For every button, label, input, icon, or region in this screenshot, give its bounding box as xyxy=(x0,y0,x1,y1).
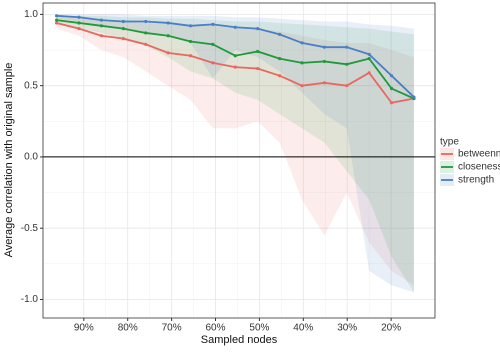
point xyxy=(77,21,81,25)
x-tick-label: 70% xyxy=(162,323,182,334)
legend-title: type xyxy=(440,137,459,148)
point xyxy=(345,62,349,66)
point xyxy=(389,74,394,78)
point xyxy=(144,31,148,35)
point xyxy=(55,21,59,25)
x-tick-label: 50% xyxy=(249,323,269,334)
point xyxy=(300,41,304,45)
point xyxy=(300,84,304,88)
point xyxy=(144,19,148,24)
point xyxy=(233,65,237,69)
y-tick-label: -0.5 xyxy=(21,223,39,234)
point xyxy=(188,24,193,28)
point xyxy=(55,18,59,22)
x-tick-label: 80% xyxy=(118,323,138,334)
point xyxy=(99,34,103,38)
point xyxy=(55,14,59,18)
point xyxy=(367,56,371,61)
x-axis-title: Sampled nodes xyxy=(201,334,278,346)
point xyxy=(211,22,215,26)
point xyxy=(121,27,125,31)
point xyxy=(256,49,260,54)
point xyxy=(322,59,326,64)
x-tick-label: 30% xyxy=(337,323,357,334)
point xyxy=(211,42,215,46)
point xyxy=(188,54,193,58)
point xyxy=(256,66,260,71)
point xyxy=(345,84,349,88)
point xyxy=(256,27,260,31)
x-tick-label: 90% xyxy=(74,323,94,334)
panel-border xyxy=(42,2,436,319)
point xyxy=(412,95,416,99)
y-tick-label: 0.0 xyxy=(24,152,38,163)
x-tick-label: 40% xyxy=(293,323,313,334)
y-tick-label: 0.5 xyxy=(24,80,38,91)
point xyxy=(322,81,326,85)
point xyxy=(389,101,394,105)
point xyxy=(278,56,282,61)
point xyxy=(188,39,193,44)
ribbon xyxy=(56,15,414,293)
point xyxy=(121,19,125,24)
point xyxy=(278,32,282,36)
point xyxy=(166,21,170,25)
point xyxy=(345,45,349,49)
point xyxy=(99,24,103,28)
point xyxy=(99,18,103,22)
point xyxy=(233,54,237,58)
x-tick-label: 20% xyxy=(381,323,401,334)
legend-label: betweenness xyxy=(458,149,500,160)
point xyxy=(77,27,81,31)
point xyxy=(300,61,304,65)
point xyxy=(121,37,125,41)
point xyxy=(367,71,371,75)
legend-label: closeness xyxy=(458,162,500,173)
y-tick-label: -1.0 xyxy=(21,294,39,305)
legend-label: strength xyxy=(458,175,494,186)
point xyxy=(166,51,170,55)
y-tick-label: 1.0 xyxy=(24,9,38,20)
y-axis-title: Average correlation with original sample xyxy=(3,63,15,258)
point xyxy=(278,74,282,78)
point xyxy=(144,42,148,46)
point xyxy=(211,61,215,65)
point xyxy=(367,52,371,56)
point xyxy=(77,15,81,19)
point xyxy=(233,25,237,29)
point xyxy=(166,34,170,38)
x-tick-label: 60% xyxy=(206,323,226,334)
point xyxy=(322,45,326,49)
point xyxy=(389,86,394,91)
